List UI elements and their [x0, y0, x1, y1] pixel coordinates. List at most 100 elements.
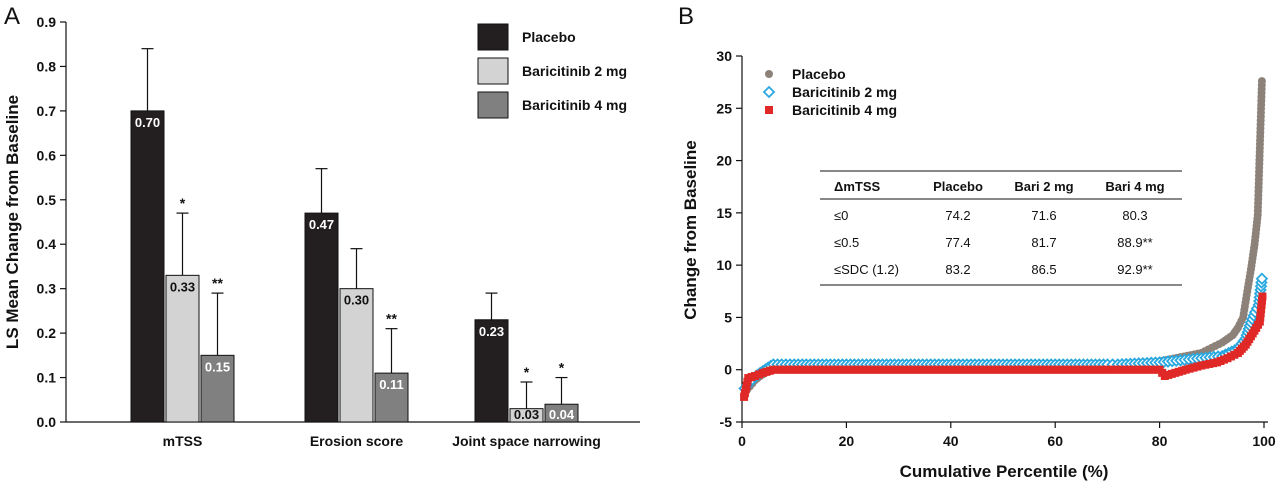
data-point — [1127, 365, 1136, 374]
bar-value-label: 0.04 — [549, 407, 575, 422]
data-point — [1255, 272, 1269, 286]
data-point — [922, 365, 931, 374]
data-point — [1067, 365, 1076, 374]
y-tick-label: 30 — [716, 48, 732, 64]
data-point — [1257, 77, 1266, 86]
data-point — [1007, 365, 1016, 374]
data-point — [810, 365, 819, 374]
x-tick-label: 100 — [1252, 433, 1276, 449]
data-point — [838, 365, 847, 374]
scatter-y-axis-label: Change from Baseline — [681, 140, 700, 320]
table-cell: 83.2 — [945, 262, 970, 277]
significance-marker: * — [559, 360, 565, 376]
table-cell: 71.6 — [1031, 208, 1056, 223]
scatter-y-ticks: -5 0 5 10 15 20 25 30 — [716, 48, 742, 430]
data-point — [818, 365, 827, 374]
data-point — [1258, 292, 1267, 301]
data-point — [902, 365, 911, 374]
data-point — [1031, 365, 1040, 374]
table-cell: 88.9** — [1117, 235, 1152, 250]
data-point — [769, 365, 778, 374]
data-point — [1011, 365, 1020, 374]
y-tick-label: 0.5 — [37, 192, 57, 208]
panel-a-label: A — [4, 3, 20, 30]
data-point — [982, 365, 991, 374]
y-tick-label: 0.9 — [37, 14, 57, 30]
data-point — [870, 365, 879, 374]
legend-label: Baricitinib 2 mg — [522, 63, 627, 79]
data-point — [1015, 365, 1024, 374]
data-point — [1043, 365, 1052, 374]
data-point — [1055, 365, 1064, 374]
data-point — [950, 365, 959, 374]
bar — [304, 212, 339, 423]
data-point — [1147, 365, 1156, 374]
data-point — [846, 365, 855, 374]
data-point — [1139, 365, 1148, 374]
data-point — [1131, 365, 1140, 374]
legend-label: Placebo — [522, 29, 576, 45]
bar-chart-y-ticks: 0.0 0.1 0.2 0.3 0.4 0.5 0.6 0.7 0.8 0.9 — [37, 14, 66, 430]
data-point — [966, 365, 975, 374]
data-point — [918, 365, 927, 374]
data-point — [1071, 365, 1080, 374]
x-category-label: Joint space narrowing — [452, 433, 601, 449]
bar — [130, 110, 165, 423]
x-tick-label: 20 — [839, 433, 855, 449]
data-point — [1027, 365, 1036, 374]
data-point — [830, 365, 839, 374]
data-point — [934, 365, 943, 374]
data-point — [1115, 365, 1124, 374]
data-point — [890, 365, 899, 374]
legend-marker — [762, 85, 776, 99]
data-point — [1091, 365, 1100, 374]
x-tick-label: 40 — [943, 433, 959, 449]
data-point — [866, 365, 875, 374]
data-point — [790, 365, 799, 374]
data-point — [814, 365, 823, 374]
table-header-cell: Bari 2 mg — [1014, 179, 1073, 194]
data-point — [886, 365, 895, 374]
table-cell: 74.2 — [945, 208, 970, 223]
bar-value-label: 0.03 — [514, 407, 539, 422]
data-point — [1075, 365, 1084, 374]
data-point — [999, 365, 1007, 374]
data-point — [1123, 365, 1132, 374]
y-tick-label: -5 — [720, 414, 733, 430]
bar — [339, 288, 374, 423]
scatter-chart-panel: B Change from Baseline Cumulative Percen… — [678, 3, 1276, 481]
data-point — [858, 365, 867, 374]
data-point — [794, 365, 803, 374]
bar — [200, 354, 235, 423]
data-point — [1087, 365, 1096, 374]
data-point — [962, 365, 971, 374]
legend-swatch — [477, 57, 509, 85]
data-point — [854, 365, 863, 374]
bar — [165, 274, 200, 423]
data-point — [1255, 317, 1264, 326]
data-point — [1095, 365, 1104, 374]
x-tick-label: 0 — [738, 433, 746, 449]
data-point — [1103, 365, 1112, 374]
data-point — [1256, 309, 1265, 318]
bar-chart-legend: Placebo Baricitinib 2 mg Baricitinib 4 mg — [477, 23, 627, 119]
data-point — [1039, 365, 1048, 374]
data-point — [938, 365, 947, 374]
legend-label: Baricitinib 4 mg — [792, 102, 897, 118]
y-tick-label: 5 — [724, 309, 732, 325]
table-cell: ≤0 — [834, 208, 848, 223]
data-point — [1059, 365, 1068, 374]
data-point — [1257, 296, 1266, 305]
bar-value-label: 0.15 — [205, 359, 230, 374]
data-point — [1119, 365, 1128, 374]
bar-chart-bars: 0.70 0.33 * 0.15 ** 0.47 0.30 0.11 ** 0.23 0.03 * 0.… — [130, 48, 579, 423]
y-tick-label: 0.1 — [37, 370, 57, 386]
scatter-x-ticks: 0 20 40 60 80 100 — [738, 422, 1276, 449]
data-point — [826, 365, 835, 374]
legend-swatch — [477, 91, 509, 119]
data-point — [1151, 365, 1160, 374]
data-point — [1107, 365, 1116, 374]
significance-marker: ** — [212, 275, 223, 291]
bar — [509, 408, 544, 423]
